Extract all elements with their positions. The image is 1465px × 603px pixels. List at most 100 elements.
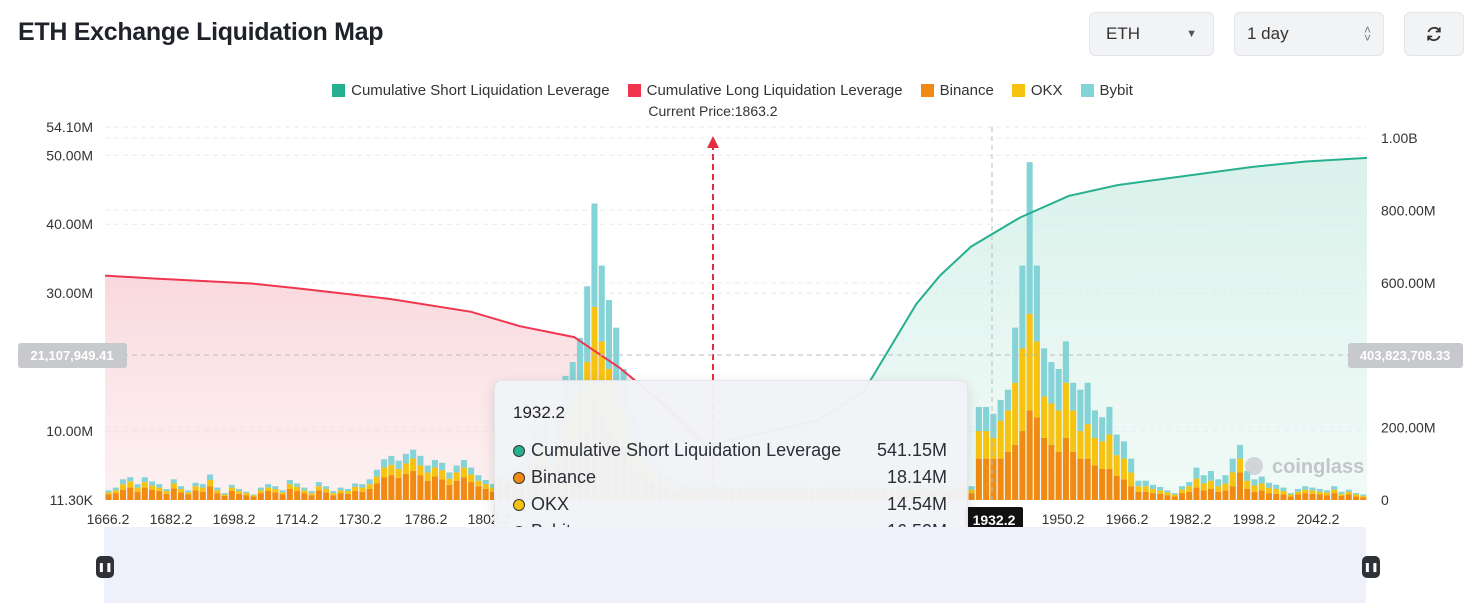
bar-segment-bb [1178, 486, 1185, 490]
legend-item[interactable]: Bybit [1080, 82, 1133, 99]
bar-segment-ok [983, 431, 990, 459]
bar-segment-bb [228, 484, 235, 488]
legend-swatch-icon [627, 84, 641, 97]
bar-segment-bn [352, 491, 359, 500]
legend-item[interactable]: OKX [1011, 82, 1063, 99]
bar-segment-bb [1309, 487, 1316, 491]
legend-label: OKX [1030, 82, 1063, 99]
bar-segment-ok [257, 490, 264, 494]
bar-segment-bn [272, 492, 279, 500]
bar-segment-bb [1099, 417, 1106, 442]
bar-segment-ok [344, 491, 351, 494]
bar-segment-ok [453, 472, 460, 481]
bar-segment-ok [1207, 480, 1214, 489]
slider-handle-right[interactable]: ❚❚ [1362, 556, 1380, 578]
bar-segment-ok [359, 487, 366, 492]
bar-segment-bn [424, 480, 431, 500]
bar-segment-bb [605, 300, 613, 370]
bar-segment-ok [149, 485, 156, 490]
bar-segment-ok [598, 341, 605, 418]
legend-item[interactable]: Cumulative Short Liquidation Leverage [332, 82, 610, 99]
bar-segment-bn [1019, 431, 1026, 500]
bar-segment-ok [489, 487, 496, 492]
bar-segment-ok [1251, 485, 1258, 492]
slider-handle-left[interactable]: ❚❚ [96, 556, 114, 578]
bar-segment-ok [1186, 486, 1193, 492]
bar-segment-ok [1149, 488, 1156, 494]
bar-segment-bb [1236, 444, 1244, 459]
tooltip-row: Cumulative Short Liquidation Leverage 54… [513, 437, 947, 464]
bar-segment-bn [410, 471, 417, 500]
bar-segment-bb [134, 484, 141, 488]
bar-segment-bb [1084, 382, 1091, 425]
bar-segment-ok [997, 420, 1004, 459]
period-select[interactable]: 1 day ˄ ˅ [1234, 12, 1384, 56]
bar-segment-bn [1331, 493, 1338, 500]
bar-segment-bn [1265, 493, 1273, 500]
bar-segment-bn [1171, 496, 1178, 500]
bar-segment-bn [1251, 491, 1258, 500]
bar-segment-bb [1164, 490, 1171, 493]
bar-segment-bn [1287, 496, 1294, 500]
bar-segment-bb [417, 455, 424, 466]
bar-segment-bn [1113, 475, 1120, 500]
bar-segment-bb [1215, 479, 1222, 487]
bar-segment-bb [1200, 475, 1207, 484]
bar-segment-ok [975, 431, 982, 459]
bar-segment-bn [489, 491, 496, 500]
bar-segment-ok [199, 487, 206, 492]
bar-segment-bb [1004, 389, 1011, 411]
bar-segment-bb [968, 486, 975, 490]
bar-segment-bb [1229, 458, 1236, 473]
bar-segment-ok [1041, 396, 1048, 438]
bar-segment-ok [1345, 491, 1352, 495]
bar-segment-bb [236, 488, 243, 492]
bar-segment-bn [431, 476, 438, 500]
legend-item[interactable]: Binance [920, 82, 994, 99]
x-tick-label: 1982.2 [1169, 511, 1212, 527]
bar-segment-bn [997, 458, 1004, 500]
bar-segment-ok [163, 491, 170, 494]
bar-segment-bb [489, 484, 496, 488]
bar-segment-bb [257, 487, 264, 491]
bar-segment-ok [1244, 480, 1251, 489]
bar-segment-bb [178, 486, 185, 489]
bar-segment-bn [975, 458, 982, 500]
range-slider[interactable] [104, 527, 1366, 603]
bar-segment-ok [192, 486, 199, 491]
coin-select[interactable]: ETH ▼ [1089, 12, 1214, 56]
bar-segment-bb [199, 484, 206, 488]
page-title: ETH Exchange Liquidation Map [18, 18, 384, 46]
legend-item[interactable]: Cumulative Long Liquidation Leverage [627, 82, 903, 99]
bar-segment-ok [301, 490, 308, 494]
x-tick-label: 1730.2 [339, 511, 382, 527]
bar-segment-bn [156, 491, 163, 500]
bar-segment-bb [975, 406, 982, 432]
bar-segment-bb [468, 467, 475, 475]
bar-segment-ok [1178, 489, 1185, 494]
bar-segment-bb [294, 483, 301, 487]
bar-segment-bb [1186, 482, 1193, 487]
bar-segment-bn [1077, 458, 1084, 500]
bar-segment-ok [1033, 341, 1040, 418]
bar-segment-bb [250, 494, 257, 496]
bar-segment-bb [591, 203, 598, 307]
refresh-button[interactable] [1404, 12, 1464, 56]
bar-segment-bn [1186, 491, 1193, 500]
bar-segment-bb [381, 459, 388, 468]
bar-segment-bn [192, 490, 199, 500]
bar-segment-ok [475, 480, 482, 487]
bar-segment-bn [990, 458, 997, 500]
bar-segment-bb [1055, 369, 1062, 411]
bar-segment-bn [482, 488, 489, 500]
bar-segment-ok [388, 464, 395, 476]
bar-segment-bb [584, 286, 591, 363]
bar-segment-bn [1004, 451, 1011, 500]
bar-segment-ok [323, 488, 330, 493]
bar-segment-bb [1070, 382, 1077, 411]
bar-segment-bn [381, 477, 388, 500]
chevron-down-icon: ▼ [1186, 28, 1197, 40]
bar-segment-ok [185, 492, 192, 495]
bar-segment-bb [149, 481, 156, 486]
bar-segment-ok [337, 490, 344, 494]
